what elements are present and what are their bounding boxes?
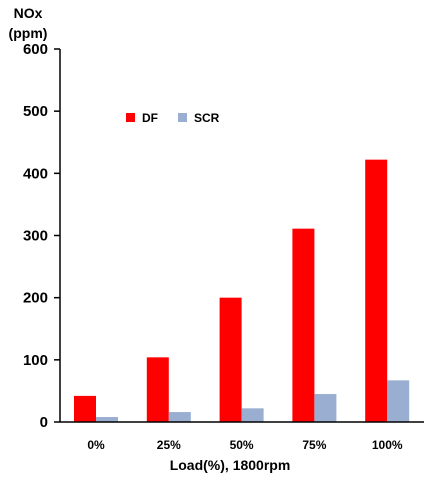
x-axis-category-labels: 0% 25% 50% 75% 100% [87, 438, 403, 452]
bars [74, 159, 410, 422]
bar-df-3 [292, 228, 315, 422]
x-category-label: 100% [372, 438, 403, 452]
bar-scr-2 [241, 408, 264, 422]
y-axis-ticks: 0 100 200 300 400 500 600 [23, 41, 60, 431]
bar-df-4 [365, 159, 388, 422]
y-tick-label: 100 [23, 352, 48, 369]
y-tick-label: 200 [23, 290, 48, 307]
y-tick-label: 300 [23, 228, 48, 245]
y-tick-label: 400 [23, 165, 48, 182]
y-tick-label: 0 [40, 414, 48, 431]
bar-df-2 [219, 297, 242, 422]
bar-scr-4 [387, 380, 410, 422]
bar-df-1 [146, 357, 169, 422]
legend-swatch-scr [178, 113, 187, 122]
bar-scr-0 [96, 417, 118, 422]
bar-scr-3 [314, 394, 337, 422]
y-axis-label-line1: NOx [14, 5, 43, 21]
x-category-label: 50% [230, 438, 254, 452]
legend-swatch-df [126, 113, 135, 122]
legend: DF SCR [126, 111, 220, 125]
bar-df-0 [74, 395, 96, 422]
legend-label-df: DF [142, 111, 158, 125]
x-category-label: 75% [302, 438, 326, 452]
x-category-label: 25% [157, 438, 181, 452]
bar-scr-1 [168, 412, 191, 422]
x-category-label: 0% [87, 438, 105, 452]
x-axis-label: Load(%), 1800rpm [170, 457, 291, 473]
y-tick-label: 600 [23, 41, 48, 58]
y-axis-label-line2: (ppm) [9, 25, 48, 41]
y-tick-label: 500 [23, 103, 48, 120]
legend-label-scr: SCR [194, 111, 220, 125]
